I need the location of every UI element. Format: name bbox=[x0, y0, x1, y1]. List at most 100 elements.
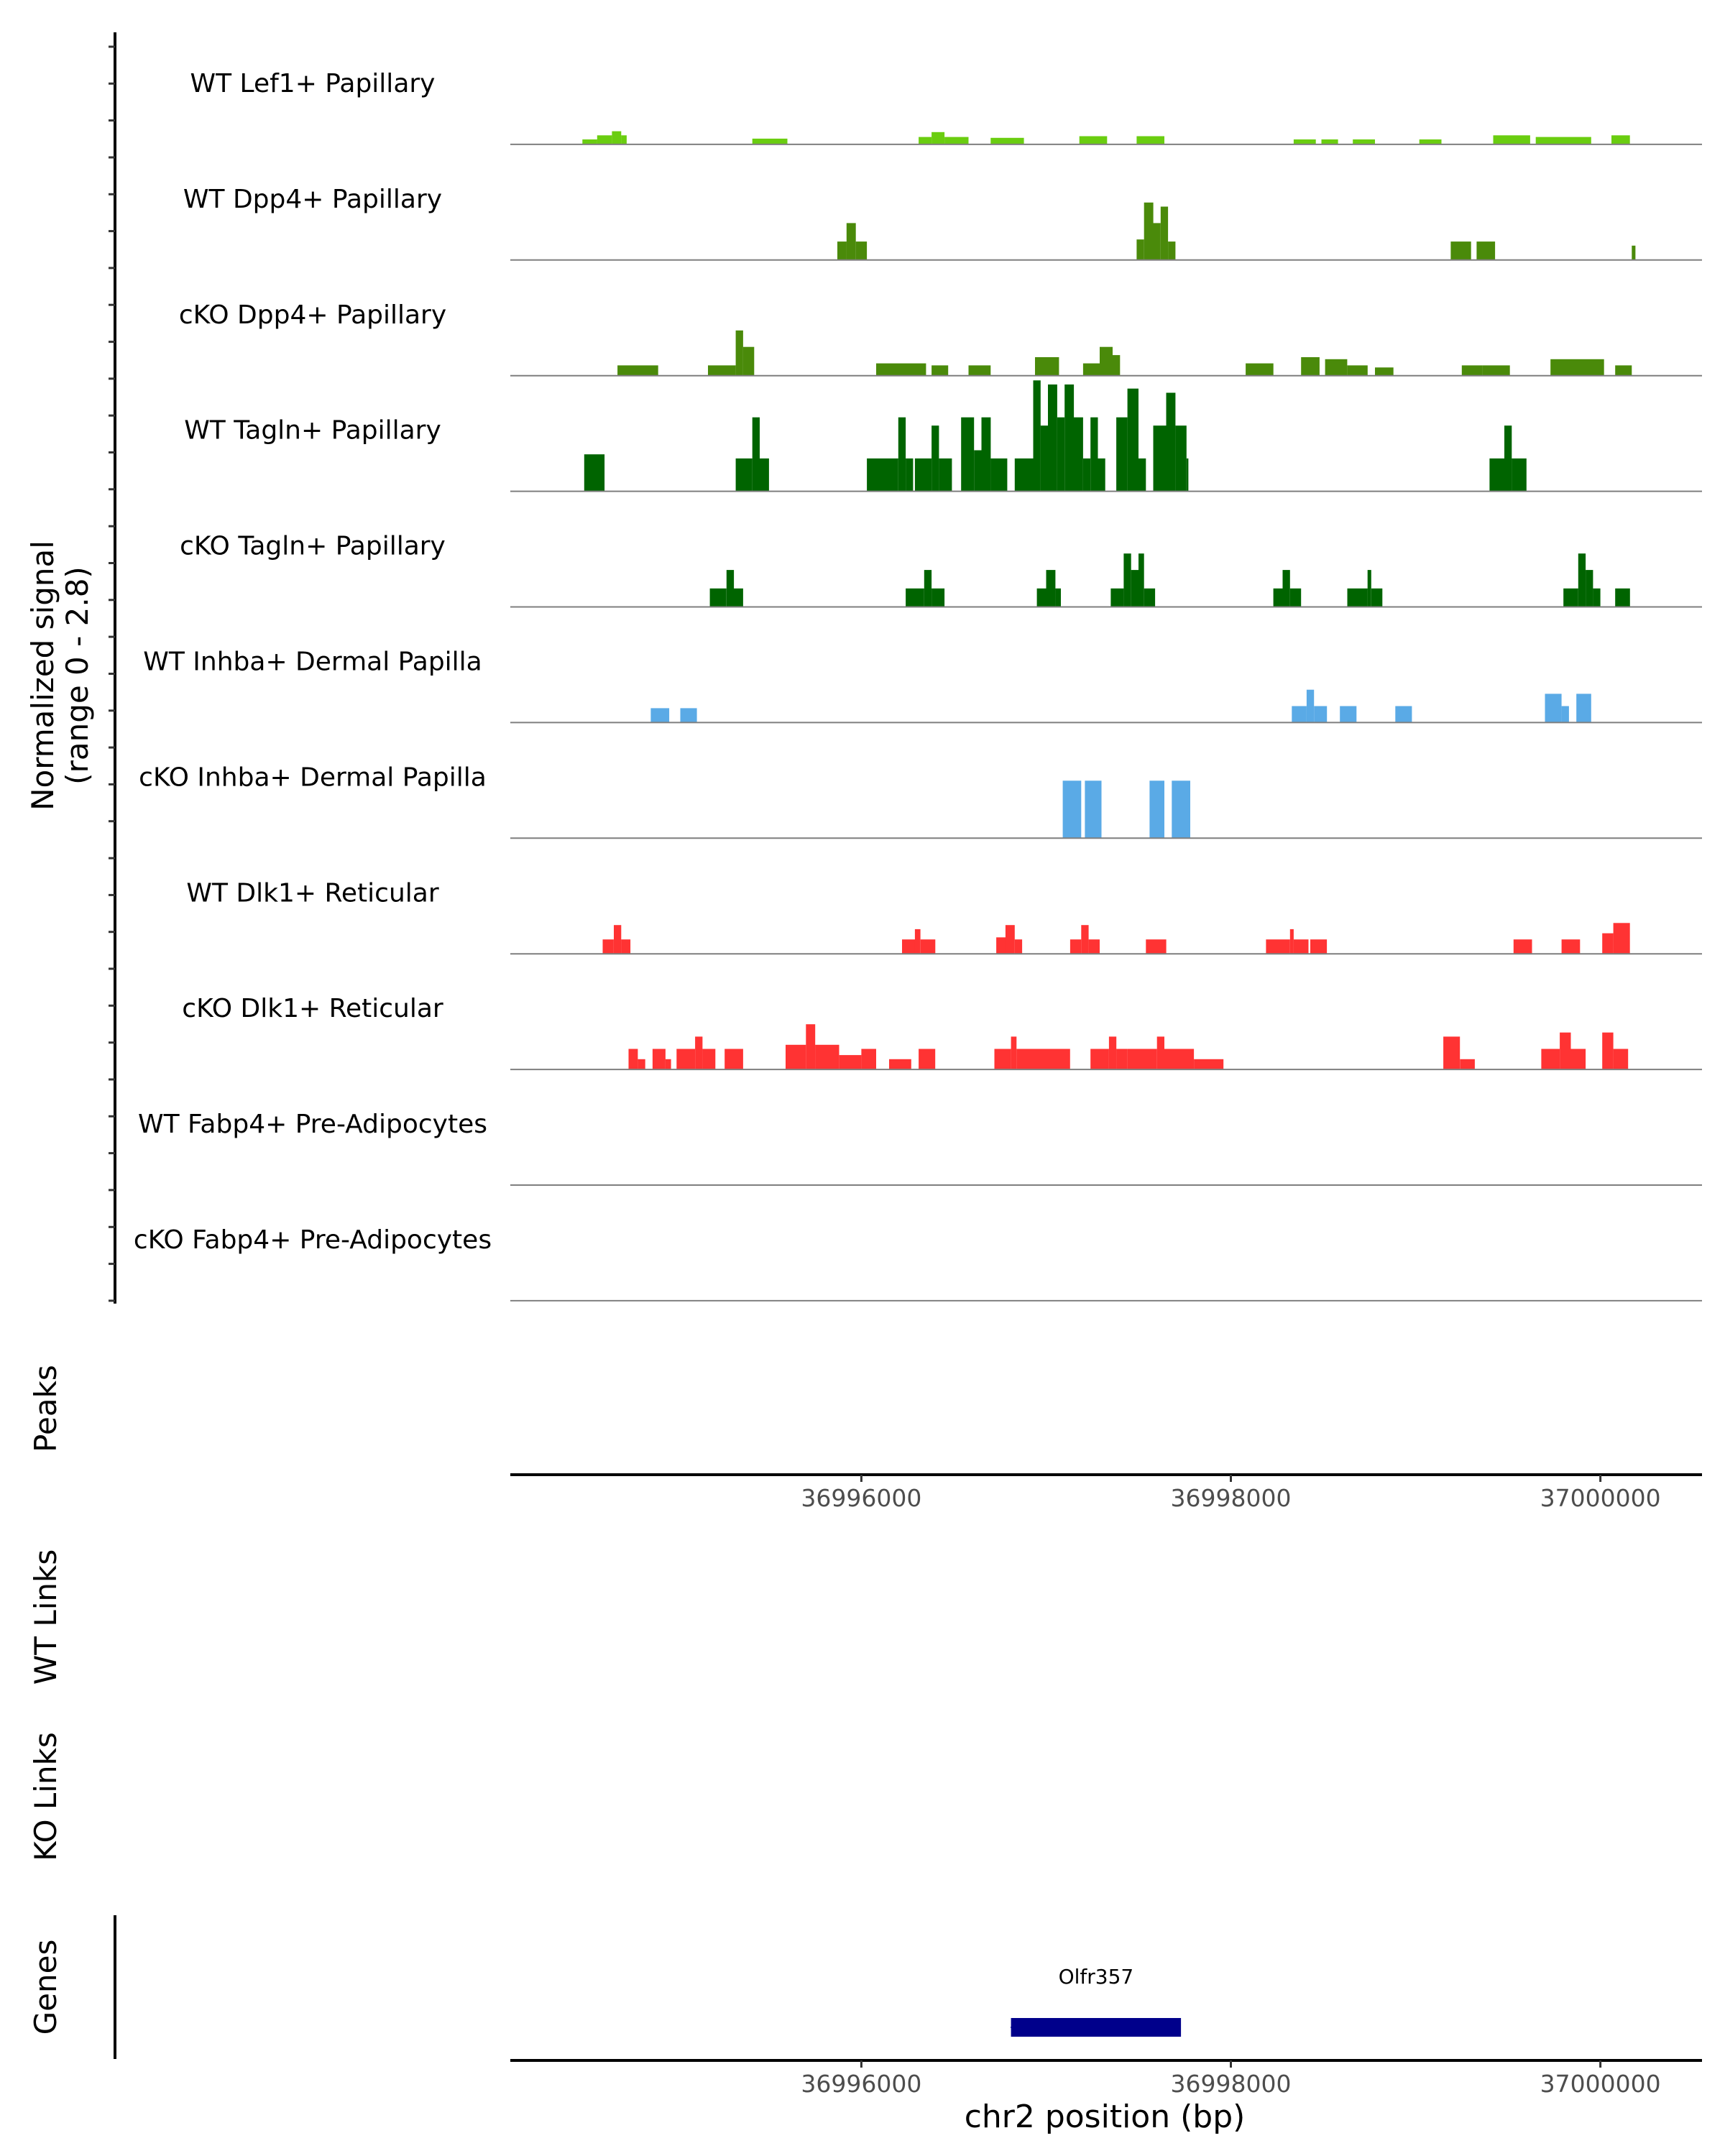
track-label: WT Tagln+ Papillary bbox=[184, 416, 441, 446]
signal-region bbox=[702, 1049, 716, 1070]
signal-region bbox=[1367, 570, 1371, 607]
signal-region bbox=[906, 588, 924, 607]
signal-region bbox=[1136, 239, 1144, 260]
signal-region bbox=[1602, 1032, 1614, 1070]
gene-body bbox=[1011, 2018, 1182, 2037]
genes-track-label: Genes bbox=[28, 1940, 63, 2035]
coverage-track: cKO Inhba+ Dermal Papilla bbox=[139, 763, 1702, 839]
signal-region bbox=[1615, 365, 1632, 376]
signal-region bbox=[902, 939, 915, 954]
signal-region bbox=[1489, 458, 1504, 492]
signal-region bbox=[990, 137, 1024, 144]
ko-links-track-label: KO Links bbox=[28, 1732, 63, 1861]
signal-region bbox=[1443, 1036, 1460, 1070]
x-tick-label: 36996000 bbox=[801, 1484, 921, 1512]
x-tick-label: 37000000 bbox=[1540, 2070, 1661, 2098]
signal-region bbox=[621, 135, 627, 144]
signal-region bbox=[1325, 359, 1348, 376]
signal-region bbox=[1347, 588, 1368, 607]
signal-region bbox=[1108, 1036, 1117, 1070]
signal-region bbox=[617, 365, 658, 376]
signal-region bbox=[1116, 417, 1128, 492]
signal-region bbox=[1246, 363, 1274, 376]
signal-region bbox=[1273, 588, 1283, 607]
signal-region bbox=[939, 458, 952, 492]
signal-region bbox=[1144, 588, 1156, 607]
signal-region bbox=[1535, 137, 1591, 144]
signal-region bbox=[638, 1059, 645, 1070]
signal-region bbox=[1175, 425, 1187, 492]
signal-region bbox=[1493, 135, 1530, 144]
signal-region bbox=[1035, 357, 1059, 376]
signal-region bbox=[1561, 706, 1569, 723]
signal-region bbox=[1014, 939, 1023, 954]
signal-region bbox=[1602, 933, 1614, 954]
signal-region bbox=[1055, 588, 1061, 607]
signal-region bbox=[1011, 1036, 1017, 1070]
signal-region bbox=[996, 937, 1006, 954]
signal-region bbox=[855, 241, 868, 260]
signal-region bbox=[1160, 206, 1169, 260]
signal-region bbox=[961, 417, 975, 492]
signal-region bbox=[1186, 458, 1189, 492]
coverage-ylabel-line2: (range 0 - 2.8) bbox=[60, 566, 95, 785]
signal-region bbox=[1613, 1049, 1629, 1070]
gene-track: Olfr357 bbox=[114, 1915, 1182, 2059]
signal-region bbox=[889, 1059, 911, 1070]
signal-region bbox=[628, 1049, 638, 1070]
signal-region bbox=[1289, 588, 1302, 607]
signal-region bbox=[914, 458, 932, 492]
signal-region bbox=[876, 363, 926, 376]
signal-region bbox=[1541, 1049, 1560, 1070]
signal-region bbox=[1036, 588, 1046, 607]
signal-region bbox=[1615, 588, 1630, 607]
signal-region bbox=[932, 132, 945, 144]
signal-region bbox=[742, 346, 755, 376]
signal-region bbox=[1395, 706, 1412, 723]
track-label: WT Inhba+ Dermal Papilla bbox=[143, 648, 482, 677]
genes-x-axis: 36996000 36998000 37000000 bbox=[510, 2059, 1702, 2098]
signal-region bbox=[1064, 384, 1075, 492]
signal-region bbox=[1611, 135, 1630, 144]
signal-region bbox=[1282, 570, 1290, 607]
signal-region bbox=[1079, 136, 1108, 144]
signal-region bbox=[932, 425, 939, 492]
signal-region bbox=[1014, 458, 1034, 492]
signal-region bbox=[1310, 939, 1328, 954]
signal-region bbox=[1085, 780, 1102, 839]
signal-region bbox=[1016, 1049, 1070, 1070]
coverage-ylabel-line1: Normalized signal bbox=[25, 540, 60, 811]
signal-region bbox=[1005, 925, 1015, 954]
signal-region bbox=[1266, 939, 1290, 954]
signal-region bbox=[1314, 706, 1328, 723]
signal-region bbox=[932, 588, 945, 607]
x-tick-label: 36996000 bbox=[801, 2070, 921, 2098]
signal-region bbox=[652, 1049, 666, 1070]
coverage-track: WT Fabp4+ Pre-Adipocytes bbox=[138, 1110, 1702, 1186]
track-label: cKO Dpp4+ Papillary bbox=[179, 300, 446, 330]
signal-region bbox=[1563, 588, 1578, 607]
signal-region bbox=[1062, 780, 1082, 839]
coverage-track: WT Dlk1+ Reticular bbox=[186, 878, 1702, 955]
signal-region bbox=[1450, 241, 1471, 260]
coverage-track: WT Inhba+ Dermal Papilla bbox=[143, 648, 1702, 724]
signal-region bbox=[1570, 1049, 1586, 1070]
signal-region bbox=[919, 137, 932, 144]
signal-region bbox=[920, 939, 936, 954]
signal-region bbox=[861, 1049, 876, 1070]
signal-region bbox=[1081, 925, 1089, 954]
signal-region bbox=[1513, 939, 1532, 954]
signal-region bbox=[1321, 139, 1338, 144]
signal-region bbox=[1476, 241, 1496, 260]
signal-region bbox=[806, 1024, 816, 1070]
signal-region bbox=[1419, 139, 1442, 144]
track-label: WT Dpp4+ Papillary bbox=[183, 185, 442, 214]
signal-region bbox=[1578, 553, 1586, 607]
signal-region bbox=[1138, 458, 1146, 492]
track-label: cKO Fabp4+ Pre-Adipocytes bbox=[134, 1225, 492, 1255]
wt-links-track-label: WT Links bbox=[28, 1549, 63, 1685]
signal-region bbox=[786, 1044, 806, 1070]
signal-region bbox=[735, 330, 743, 376]
signal-region bbox=[1116, 1049, 1128, 1070]
signal-region bbox=[1482, 365, 1510, 376]
